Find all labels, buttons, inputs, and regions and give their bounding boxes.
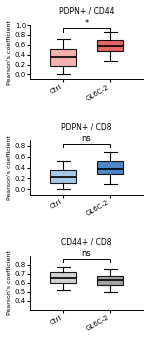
Title: PDPN+ / CD8: PDPN+ / CD8 [61, 122, 112, 131]
PathPatch shape [50, 272, 76, 283]
PathPatch shape [97, 161, 123, 174]
Text: ns: ns [82, 134, 92, 143]
PathPatch shape [97, 40, 123, 51]
PathPatch shape [97, 276, 123, 285]
Text: *: * [84, 19, 89, 28]
PathPatch shape [50, 170, 76, 183]
Title: CD44+ / CD8: CD44+ / CD8 [61, 238, 112, 246]
Text: ns: ns [82, 250, 92, 258]
Y-axis label: Pearson's coefficient: Pearson's coefficient [7, 20, 12, 85]
PathPatch shape [50, 49, 76, 65]
Y-axis label: Pearson's coefficient: Pearson's coefficient [7, 251, 12, 315]
Y-axis label: Pearson's coefficient: Pearson's coefficient [7, 135, 12, 200]
Title: PDPN+ / CD44: PDPN+ / CD44 [59, 7, 114, 16]
